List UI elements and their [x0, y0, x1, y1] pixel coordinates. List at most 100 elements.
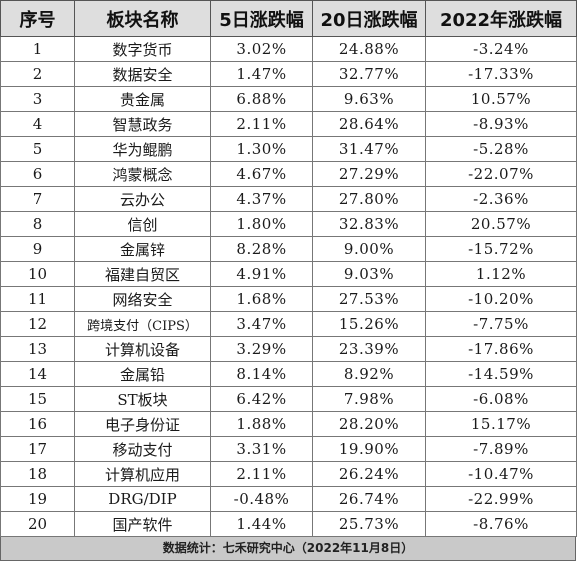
row-index: 16 [0, 411, 75, 437]
row-5day-change: 1.30% [210, 136, 313, 162]
row-sector-name: 华为鲲鹏 [74, 136, 211, 162]
row-sector-name: ST板块 [74, 386, 211, 412]
row-20day-change: 8.92% [312, 361, 426, 387]
row-20day-change: 27.29% [312, 161, 426, 187]
row-sector-name: 鸿蒙概念 [74, 161, 211, 187]
row-2022-change: -7.75% [425, 311, 577, 337]
row-sector-name: 国产软件 [74, 511, 211, 537]
row-20day-change: 27.53% [312, 286, 426, 312]
table-row: 9 金属锌 8.28% 9.00% -15.72% [0, 236, 577, 262]
row-5day-change: 3.02% [210, 36, 313, 62]
row-20day-change: 32.83% [312, 211, 426, 237]
row-index: 11 [0, 286, 75, 312]
row-5day-change: 1.80% [210, 211, 313, 237]
row-sector-name: 智慧政务 [74, 111, 211, 137]
row-20day-change: 32.77% [312, 61, 426, 87]
table-row: 11 网络安全 1.68% 27.53% -10.20% [0, 286, 577, 312]
row-index: 14 [0, 361, 75, 387]
row-2022-change: -17.86% [425, 336, 577, 362]
table-row: 3 贵金属 6.88% 9.63% 10.57% [0, 86, 577, 112]
row-index: 8 [0, 211, 75, 237]
table-row: 19 DRG/DIP -0.48% 26.74% -22.99% [0, 486, 577, 512]
row-2022-change: 15.17% [425, 411, 577, 437]
table-row: 8 信创 1.80% 32.83% 20.57% [0, 211, 577, 237]
row-20day-change: 27.80% [312, 186, 426, 212]
row-20day-change: 26.24% [312, 461, 426, 487]
header-sector-name: 板块名称 [74, 0, 211, 37]
table-row: 6 鸿蒙概念 4.67% 27.29% -22.07% [0, 161, 577, 187]
table-row: 20 国产软件 1.44% 25.73% -8.76% [0, 511, 577, 537]
row-5day-change: 2.11% [210, 111, 313, 137]
row-5day-change: 1.68% [210, 286, 313, 312]
row-sector-name: 信创 [74, 211, 211, 237]
row-sector-name: DRG/DIP [74, 486, 211, 512]
row-sector-name: 跨境支付（CIPS） [74, 311, 211, 337]
row-20day-change: 26.74% [312, 486, 426, 512]
table-row: 15 ST板块 6.42% 7.98% -6.08% [0, 386, 577, 412]
row-index: 4 [0, 111, 75, 137]
row-2022-change: -8.93% [425, 111, 577, 137]
row-index: 15 [0, 386, 75, 412]
row-2022-change: -14.59% [425, 361, 577, 387]
row-sector-name: 福建自贸区 [74, 261, 211, 287]
row-5day-change: 1.47% [210, 61, 313, 87]
row-index: 13 [0, 336, 75, 362]
row-index: 20 [0, 511, 75, 537]
header-2022-change: 2022年涨跌幅 [425, 0, 577, 37]
row-5day-change: 2.11% [210, 461, 313, 487]
table-row: 17 移动支付 3.31% 19.90% -7.89% [0, 436, 577, 462]
row-sector-name: 数据安全 [74, 61, 211, 87]
table-row: 4 智慧政务 2.11% 28.64% -8.93% [0, 111, 577, 137]
row-sector-name: 网络安全 [74, 286, 211, 312]
row-20day-change: 24.88% [312, 36, 426, 62]
row-5day-change: 8.28% [210, 236, 313, 262]
row-20day-change: 28.64% [312, 111, 426, 137]
row-index: 19 [0, 486, 75, 512]
row-2022-change: -5.28% [425, 136, 577, 162]
row-20day-change: 19.90% [312, 436, 426, 462]
row-20day-change: 9.03% [312, 261, 426, 287]
row-20day-change: 15.26% [312, 311, 426, 337]
row-2022-change: 1.12% [425, 261, 577, 287]
table-row: 18 计算机应用 2.11% 26.24% -10.47% [0, 461, 577, 487]
row-index: 2 [0, 61, 75, 87]
table-row: 13 计算机设备 3.29% 23.39% -17.86% [0, 336, 577, 362]
row-5day-change: 3.47% [210, 311, 313, 337]
row-2022-change: -2.36% [425, 186, 577, 212]
table-row: 10 福建自贸区 4.91% 9.03% 1.12% [0, 261, 577, 287]
row-20day-change: 28.20% [312, 411, 426, 437]
table-body: 1 数字货币 3.02% 24.88% -3.24% 2 数据安全 1.47% 32.77% -1… [0, 36, 577, 537]
header-5day-change: 5日涨跌幅 [210, 0, 313, 37]
row-sector-name: 计算机应用 [74, 461, 211, 487]
header-20day-change: 20日涨跌幅 [312, 0, 426, 37]
table-row: 16 电子身份证 1.88% 28.20% 15.17% [0, 411, 577, 437]
row-20day-change: 23.39% [312, 336, 426, 362]
row-5day-change: 3.29% [210, 336, 313, 362]
row-index: 3 [0, 86, 75, 112]
row-sector-name: 金属铅 [74, 361, 211, 387]
header-index: 序号 [0, 0, 75, 37]
row-sector-name: 数字货币 [74, 36, 211, 62]
row-5day-change: 4.91% [210, 261, 313, 287]
row-2022-change: -17.33% [425, 61, 577, 87]
row-2022-change: 10.57% [425, 86, 577, 112]
row-5day-change: 6.88% [210, 86, 313, 112]
row-sector-name: 移动支付 [74, 436, 211, 462]
table-row: 12 跨境支付（CIPS） 3.47% 15.26% -7.75% [0, 311, 577, 337]
table-header-row: 序号 板块名称 5日涨跌幅 20日涨跌幅 2022年涨跌幅 [0, 0, 577, 37]
row-20day-change: 25.73% [312, 511, 426, 537]
table-row: 5 华为鲲鹏 1.30% 31.47% -5.28% [0, 136, 577, 162]
row-2022-change: -22.07% [425, 161, 577, 187]
row-2022-change: -8.76% [425, 511, 577, 537]
row-sector-name: 金属锌 [74, 236, 211, 262]
row-2022-change: -22.99% [425, 486, 577, 512]
row-5day-change: 1.44% [210, 511, 313, 537]
row-5day-change: -0.48% [210, 486, 313, 512]
row-2022-change: -6.08% [425, 386, 577, 412]
row-index: 9 [0, 236, 75, 262]
row-index: 12 [0, 311, 75, 337]
row-index: 7 [0, 186, 75, 212]
row-2022-change: -10.47% [425, 461, 577, 487]
row-5day-change: 1.88% [210, 411, 313, 437]
